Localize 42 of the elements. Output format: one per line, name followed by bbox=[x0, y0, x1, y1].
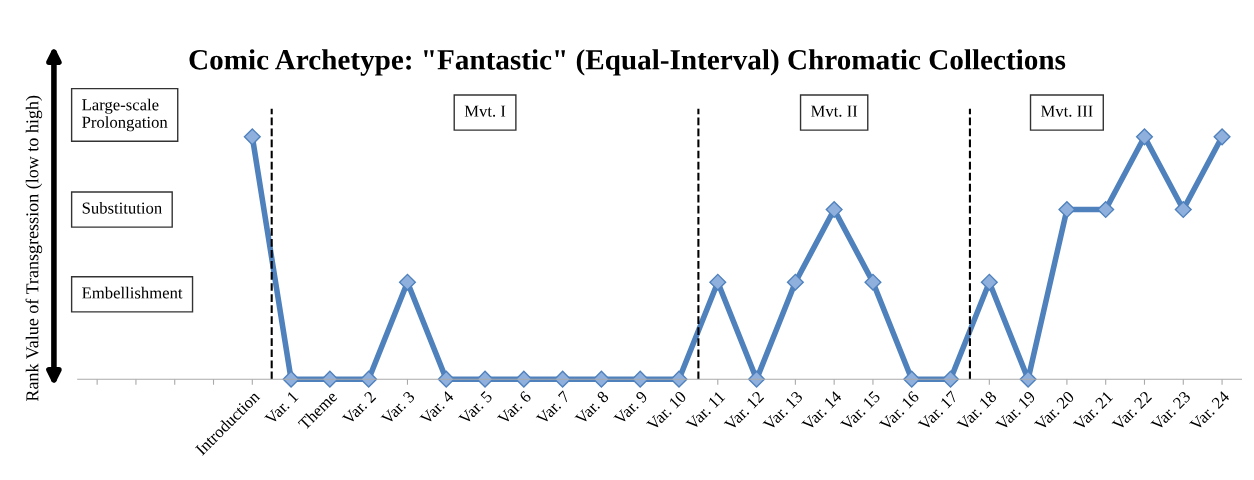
x-tick-label: Var. 7 bbox=[535, 390, 571, 426]
point bbox=[398, 273, 417, 291]
point bbox=[980, 273, 998, 291]
point bbox=[476, 370, 494, 388]
point bbox=[1058, 200, 1076, 219]
x-tick-label: Var. 6 bbox=[496, 390, 532, 426]
point bbox=[321, 370, 339, 388]
point bbox=[243, 128, 261, 146]
point bbox=[864, 273, 882, 291]
x-tick-label: Var. 19 bbox=[995, 390, 1036, 432]
annotation: Substitution bbox=[82, 201, 162, 214]
point bbox=[786, 273, 804, 291]
x-tick-label: Var. 5 bbox=[458, 390, 493, 426]
point bbox=[515, 370, 533, 388]
point bbox=[631, 370, 649, 388]
point bbox=[1135, 128, 1154, 146]
point bbox=[709, 273, 727, 291]
x-tick-label: Var. 24 bbox=[1189, 390, 1231, 432]
x-tick-label: Var. 2 bbox=[341, 390, 377, 426]
point bbox=[437, 370, 455, 388]
y-axis-title: Rank Value of Transgression (low to high) bbox=[25, 95, 43, 402]
x-tick-label: Var. 8 bbox=[574, 390, 610, 426]
chart-title: Comic Archetype: "Fantastic" (Equal-Interval) Chromatic Collections bbox=[189, 49, 1066, 76]
point bbox=[282, 370, 300, 388]
text: Mvt. I bbox=[464, 105, 506, 117]
point bbox=[670, 370, 688, 388]
x-tick-label: Var. 10 bbox=[646, 390, 687, 432]
point bbox=[1097, 200, 1115, 219]
annotation: Embellishment bbox=[82, 286, 183, 299]
text: Mvt. III bbox=[1041, 105, 1093, 117]
x-tick-label: Var. 4 bbox=[419, 390, 455, 426]
text: Large-scale Prolongation bbox=[82, 98, 168, 132]
text: Mvt. II bbox=[811, 105, 858, 117]
x-tick-label: Var. 3 bbox=[380, 390, 416, 426]
point bbox=[1174, 200, 1192, 219]
point bbox=[825, 200, 843, 219]
point bbox=[748, 370, 766, 388]
point bbox=[1019, 370, 1037, 388]
point bbox=[1213, 128, 1231, 146]
point bbox=[360, 370, 378, 388]
point bbox=[903, 370, 921, 388]
x-tick-label: Var. 1 bbox=[264, 390, 299, 426]
